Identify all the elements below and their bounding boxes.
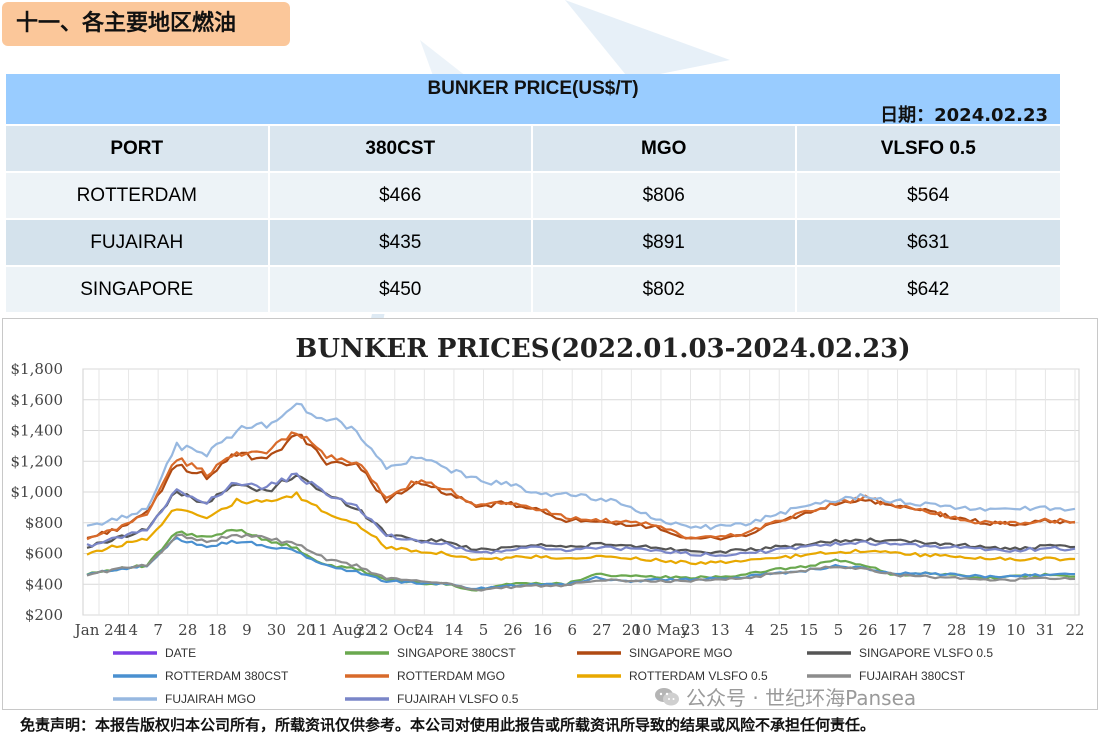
x-tick-label: 26 — [504, 621, 523, 639]
y-tick-label: $1,200 — [11, 452, 64, 470]
legend-entry: SINGAPORE 380CST — [397, 646, 516, 660]
x-tick-label: 5 — [479, 621, 489, 639]
x-tick-label: 22 — [1065, 621, 1084, 639]
wechat-watermark: 公众号 · 世纪环海Pansea — [654, 682, 916, 711]
table-title: BUNKER PRICE(US$/T) — [427, 78, 639, 99]
x-tick-label: 14 — [444, 621, 463, 639]
legend-entry: ROTTERDAM MGO — [397, 669, 505, 683]
mgo-cell: $806 — [533, 173, 797, 218]
x-tick-label: 17 — [888, 621, 907, 639]
table-row: FUJAIRAH $435 $891 $631 — [6, 220, 1060, 267]
y-tick-label: $800 — [25, 514, 63, 532]
vlsfo-cell: $631 — [796, 220, 1060, 265]
vlsfo-cell: $564 — [796, 173, 1060, 218]
col-header-mgo: MGO — [533, 126, 797, 171]
x-tick-label: 12 Oct — [369, 621, 420, 639]
x-tick-label: 16 — [533, 621, 552, 639]
series-line — [86, 431, 1076, 541]
x-tick-label: 10 — [1006, 621, 1025, 639]
legend: DATE SINGAPORE 380CST SINGAPORE MGO SINGAPO… — [113, 646, 993, 706]
series-line — [86, 472, 1076, 557]
mgo-cell: $802 — [533, 267, 797, 312]
table-row: SINGAPORE $450 $802 $642 — [6, 267, 1060, 314]
x-tick-label: 7 — [922, 621, 932, 639]
legend-entry: ROTTERDAM 380CST — [165, 669, 289, 683]
x-tick-label: 22 — [356, 621, 375, 639]
y-tick-label: $600 — [25, 545, 63, 563]
x-tick-label: 20 — [296, 621, 315, 639]
legend-entry: DATE — [165, 646, 196, 660]
y-tick-label: $1,000 — [11, 483, 64, 501]
col-header-vlsfo: VLSFO 0.5 — [796, 126, 1060, 171]
bunker-price-table: BUNKER PRICE(US$/T) 日期：2024.02.23 PORT 3… — [6, 74, 1060, 314]
y-tick-label: $200 — [25, 606, 63, 624]
table-header-row: PORT 380CST MGO VLSFO 0.5 — [6, 126, 1060, 173]
y-tick-label: $400 — [25, 575, 63, 593]
x-tick-label: 25 — [770, 621, 789, 639]
legend-entry: FUJAIRAH VLSFO 0.5 — [397, 692, 519, 706]
x-tick-label: 6 — [567, 621, 577, 639]
chart-canvas: BUNKER PRICES(2022.01.03-2024.02.23) $20… — [11, 334, 1085, 706]
cst-cell: $435 — [269, 220, 533, 265]
x-tick-label: Jan 24 — [73, 621, 123, 639]
x-tick-label: 30 — [267, 621, 286, 639]
bunker-price-chart: BUNKER PRICES(2022.01.03-2024.02.23) $20… — [2, 318, 1098, 710]
col-header-port: PORT — [6, 126, 270, 171]
series-line — [86, 533, 1076, 592]
y-tick-label: $1,400 — [11, 422, 64, 440]
x-tick-label: 31 — [1036, 621, 1055, 639]
legend-entry: SINGAPORE VLSFO 0.5 — [859, 646, 993, 660]
x-tick-label: 28 — [178, 621, 197, 639]
cst-cell: $466 — [269, 173, 533, 218]
x-tick-label: 28 — [947, 621, 966, 639]
legend-entry: FUJAIRAH MGO — [165, 692, 256, 706]
x-tick-label: 23 — [681, 621, 700, 639]
table-date: 日期：2024.02.23 — [880, 105, 1048, 126]
mgo-cell: $891 — [533, 220, 797, 265]
grid-layer — [82, 368, 1080, 616]
x-tick-label: 14 — [119, 621, 138, 639]
chart-title: BUNKER PRICES(2022.01.03-2024.02.23) — [295, 334, 910, 364]
cst-cell: $450 — [269, 267, 533, 312]
wechat-text: 公众号 · 世纪环海Pansea — [686, 686, 917, 710]
wechat-icon — [655, 687, 679, 705]
section-title: 十一、各主要地区燃油 — [2, 2, 290, 46]
series-line — [86, 402, 1076, 531]
series-line — [86, 474, 1076, 555]
x-tick-label: 4 — [745, 621, 755, 639]
disclaimer: 免责声明：本报告版权归本公司所有，所载资讯仅供参考。本公司对使用此报告或所载资讯… — [20, 716, 876, 734]
legend-entry: ROTTERDAM VLSFO 0.5 — [629, 669, 768, 683]
x-tick-label: 7 — [153, 621, 163, 639]
x-tick-label: 15 — [799, 621, 818, 639]
table-header: BUNKER PRICE(US$/T) 日期：2024.02.23 — [6, 74, 1060, 126]
port-cell: ROTTERDAM — [6, 173, 270, 218]
port-cell: FUJAIRAH — [6, 220, 270, 265]
x-tick-label: 11 Aug — [309, 621, 363, 639]
y-tick-label: $1,600 — [11, 391, 64, 409]
x-tick-label: 20 — [622, 621, 641, 639]
col-header-380cst: 380CST — [269, 126, 533, 171]
x-tick-label: 19 — [977, 621, 996, 639]
x-tick-label: 18 — [208, 621, 227, 639]
port-cell: SINGAPORE — [6, 267, 270, 312]
x-tick-label: 9 — [242, 621, 252, 639]
y-axis-ticks: $200 $400 $600 $800 $1,000 $1,200 $1,400 $1,600… — [11, 360, 64, 624]
x-tick-label: 10 May — [633, 621, 690, 639]
legend-entry: FUJAIRAH 380CST — [859, 669, 966, 683]
x-tick-label: 5 — [834, 621, 844, 639]
y-tick-label: $1,800 — [11, 360, 64, 378]
vlsfo-cell: $642 — [796, 267, 1060, 312]
x-tick-label: 24 — [415, 621, 434, 639]
x-tick-label: 27 — [592, 621, 611, 639]
series-line — [86, 491, 1076, 566]
x-tick-label: 26 — [858, 621, 877, 639]
table-row: ROTTERDAM $466 $806 $564 — [6, 173, 1060, 220]
series-layer — [86, 402, 1076, 592]
legend-entry: SINGAPORE MGO — [629, 646, 732, 660]
x-tick-label: 13 — [711, 621, 730, 639]
